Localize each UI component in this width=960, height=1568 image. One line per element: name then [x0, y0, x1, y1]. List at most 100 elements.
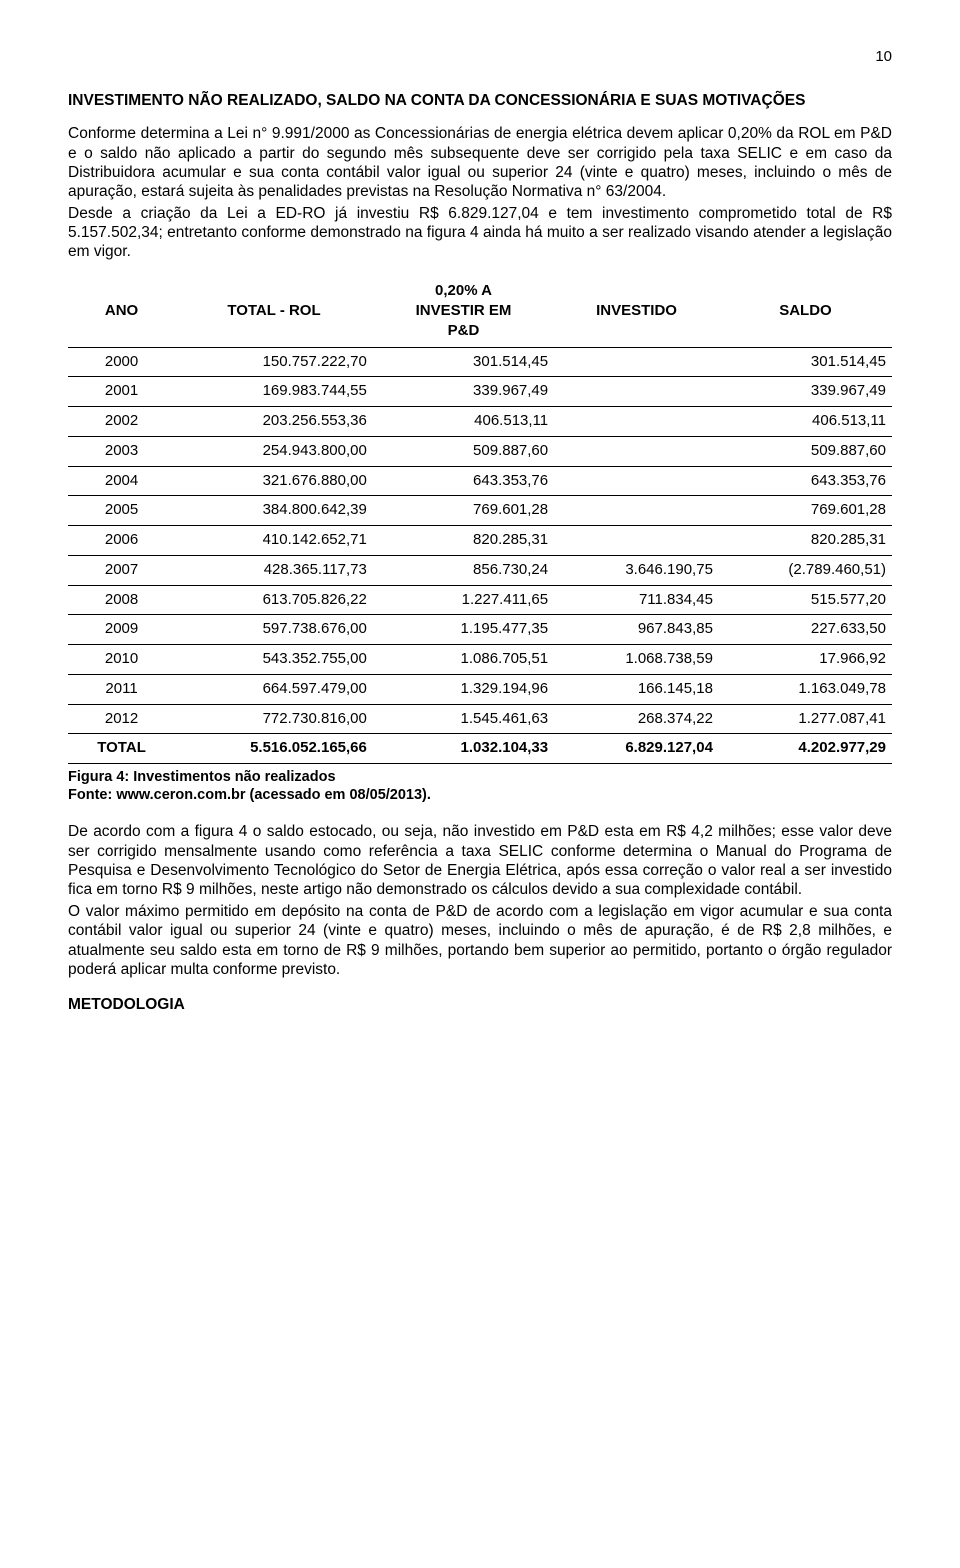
cell-investido	[554, 526, 719, 556]
col-header-total: TOTAL - ROL	[175, 276, 373, 347]
cell-saldo: 515.577,20	[719, 585, 892, 615]
col-header-investir: 0,20% A INVESTIR EM P&D	[373, 276, 554, 347]
cell-saldo: 17.966,92	[719, 645, 892, 675]
cell-ano: 2000	[68, 347, 175, 377]
table-row: 2002203.256.553,36406.513,11406.513,11	[68, 407, 892, 437]
col-header-investido: INVESTIDO	[554, 276, 719, 347]
cell-investir: 301.514,45	[373, 347, 554, 377]
cell-ano: 2009	[68, 615, 175, 645]
cell-total: 254.943.800,00	[175, 436, 373, 466]
table-body: 2000150.757.222,70301.514,45301.514,45 2…	[68, 347, 892, 764]
cell-total-total: 5.516.052.165,66	[175, 734, 373, 764]
cell-investido	[554, 496, 719, 526]
table-row: 2011664.597.479,001.329.194,96166.145,18…	[68, 674, 892, 704]
cell-saldo: 339.967,49	[719, 377, 892, 407]
paragraph-3: De acordo com a figura 4 o saldo estocad…	[68, 822, 892, 900]
cell-investir: 1.086.705,51	[373, 645, 554, 675]
cell-investir: 643.353,76	[373, 466, 554, 496]
cell-total: 321.676.880,00	[175, 466, 373, 496]
cell-ano: 2003	[68, 436, 175, 466]
cell-saldo: (2.789.460,51)	[719, 555, 892, 585]
cell-ano: 2002	[68, 407, 175, 437]
cell-investido	[554, 436, 719, 466]
section-heading: INVESTIMENTO NÃO REALIZADO, SALDO NA CON…	[68, 91, 892, 110]
cell-saldo: 406.513,11	[719, 407, 892, 437]
page-number: 10	[68, 48, 892, 67]
cell-total-investido: 6.829.127,04	[554, 734, 719, 764]
table-row: 2003254.943.800,00509.887,60509.887,60	[68, 436, 892, 466]
cell-saldo: 820.285,31	[719, 526, 892, 556]
cell-total-investir: 1.032.104,33	[373, 734, 554, 764]
table-row: 2004321.676.880,00643.353,76643.353,76	[68, 466, 892, 496]
investment-table: ANO TOTAL - ROL 0,20% A INVESTIR EM P&D …	[68, 276, 892, 764]
cell-saldo: 1.163.049,78	[719, 674, 892, 704]
cell-saldo: 643.353,76	[719, 466, 892, 496]
cell-saldo: 301.514,45	[719, 347, 892, 377]
table-row: 2005384.800.642,39769.601,28769.601,28	[68, 496, 892, 526]
cell-investido	[554, 466, 719, 496]
cell-investido	[554, 347, 719, 377]
cell-total-label: TOTAL	[68, 734, 175, 764]
col-header-investir-l1: 0,20% A	[379, 281, 548, 301]
table-row: 2001169.983.744,55339.967,49339.967,49	[68, 377, 892, 407]
cell-saldo: 769.601,28	[719, 496, 892, 526]
table-row: 2009597.738.676,001.195.477,35967.843,85…	[68, 615, 892, 645]
cell-ano: 2005	[68, 496, 175, 526]
cell-saldo: 1.277.087,41	[719, 704, 892, 734]
cell-ano: 2012	[68, 704, 175, 734]
cell-ano: 2010	[68, 645, 175, 675]
cell-investir: 1.329.194,96	[373, 674, 554, 704]
caption-line-1: Figura 4: Investimentos não realizados	[68, 768, 892, 786]
table-total-row: TOTAL5.516.052.165,661.032.104,336.829.1…	[68, 734, 892, 764]
table-caption: Figura 4: Investimentos não realizados F…	[68, 768, 892, 804]
cell-investir: 820.285,31	[373, 526, 554, 556]
cell-total-saldo: 4.202.977,29	[719, 734, 892, 764]
col-header-investir-l2: INVESTIR EM	[379, 301, 548, 321]
cell-total: 203.256.553,36	[175, 407, 373, 437]
cell-ano: 2001	[68, 377, 175, 407]
col-header-ano: ANO	[68, 276, 175, 347]
cell-investido: 967.843,85	[554, 615, 719, 645]
cell-investido	[554, 377, 719, 407]
cell-ano: 2007	[68, 555, 175, 585]
cell-investido: 711.834,45	[554, 585, 719, 615]
cell-total: 613.705.826,22	[175, 585, 373, 615]
col-header-investir-l3: P&D	[379, 321, 548, 341]
cell-investido: 1.068.738,59	[554, 645, 719, 675]
cell-investir: 406.513,11	[373, 407, 554, 437]
paragraph-4: O valor máximo permitido em depósito na …	[68, 902, 892, 980]
cell-investir: 769.601,28	[373, 496, 554, 526]
cell-total: 150.757.222,70	[175, 347, 373, 377]
cell-total: 410.142.652,71	[175, 526, 373, 556]
cell-total: 384.800.642,39	[175, 496, 373, 526]
cell-investir: 1.195.477,35	[373, 615, 554, 645]
caption-line-2: Fonte: www.ceron.com.br (acessado em 08/…	[68, 786, 892, 804]
table-row: 2007428.365.117,73856.730,243.646.190,75…	[68, 555, 892, 585]
cell-total: 428.365.117,73	[175, 555, 373, 585]
cell-investir: 509.887,60	[373, 436, 554, 466]
cell-total: 772.730.816,00	[175, 704, 373, 734]
cell-total: 597.738.676,00	[175, 615, 373, 645]
table-row: 2000150.757.222,70301.514,45301.514,45	[68, 347, 892, 377]
cell-ano: 2006	[68, 526, 175, 556]
cell-saldo: 227.633,50	[719, 615, 892, 645]
table-header-row: ANO TOTAL - ROL 0,20% A INVESTIR EM P&D …	[68, 276, 892, 347]
cell-investido	[554, 407, 719, 437]
cell-investir: 339.967,49	[373, 377, 554, 407]
cell-ano: 2004	[68, 466, 175, 496]
table-row: 2012772.730.816,001.545.461,63268.374,22…	[68, 704, 892, 734]
table-row: 2008613.705.826,221.227.411,65711.834,45…	[68, 585, 892, 615]
cell-investido: 166.145,18	[554, 674, 719, 704]
cell-investir: 856.730,24	[373, 555, 554, 585]
cell-total: 664.597.479,00	[175, 674, 373, 704]
table-row: 2010543.352.755,001.086.705,511.068.738,…	[68, 645, 892, 675]
col-header-saldo: SALDO	[719, 276, 892, 347]
cell-ano: 2008	[68, 585, 175, 615]
cell-ano: 2011	[68, 674, 175, 704]
paragraph-2: Desde a criação da Lei a ED-RO já invest…	[68, 204, 892, 262]
cell-investido: 3.646.190,75	[554, 555, 719, 585]
cell-saldo: 509.887,60	[719, 436, 892, 466]
cell-investir: 1.227.411,65	[373, 585, 554, 615]
cell-investido: 268.374,22	[554, 704, 719, 734]
methodology-heading: METODOLOGIA	[68, 995, 892, 1014]
